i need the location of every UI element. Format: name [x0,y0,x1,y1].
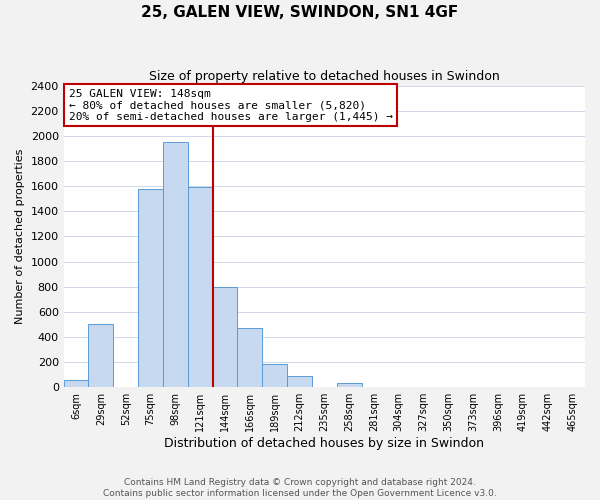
Title: Size of property relative to detached houses in Swindon: Size of property relative to detached ho… [149,70,500,83]
Bar [88,324,113,387]
Bar [163,142,188,387]
Text: 25, GALEN VIEW, SWINDON, SN1 4GF: 25, GALEN VIEW, SWINDON, SN1 4GF [142,5,458,20]
X-axis label: Distribution of detached houses by size in Swindon: Distribution of detached houses by size … [164,437,484,450]
Bar [212,286,238,387]
Bar [64,380,88,387]
Bar [188,188,212,387]
Text: 25 GALEN VIEW: 148sqm
← 80% of detached houses are smaller (5,820)
20% of semi-d: 25 GALEN VIEW: 148sqm ← 80% of detached … [69,88,393,122]
Bar [337,384,362,387]
Bar [287,376,312,387]
Y-axis label: Number of detached properties: Number of detached properties [15,148,25,324]
Bar [238,328,262,387]
Bar [262,364,287,387]
Bar [138,188,163,387]
Text: Contains HM Land Registry data © Crown copyright and database right 2024.
Contai: Contains HM Land Registry data © Crown c… [103,478,497,498]
